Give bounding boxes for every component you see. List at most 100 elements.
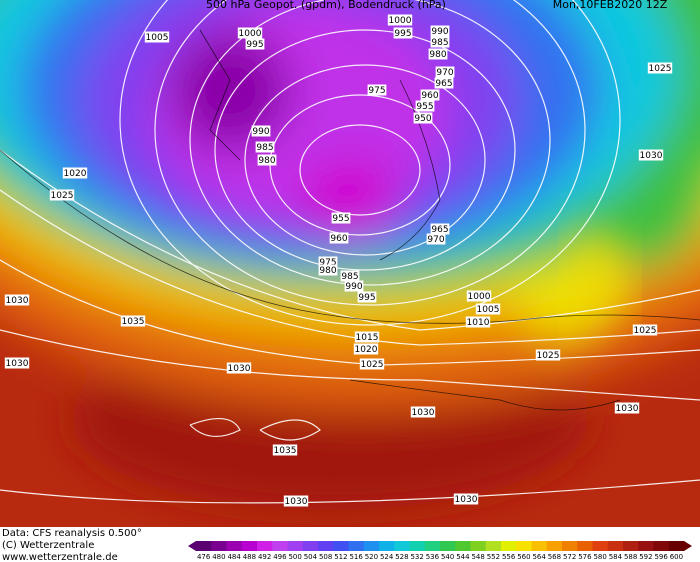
label-bg: [647, 62, 673, 74]
colorbar-label: 552: [487, 553, 500, 561]
colorbar-swatch: [470, 541, 487, 551]
label-bg: [426, 233, 446, 245]
isobar-label: 980: [319, 266, 336, 276]
colorbar-swatch: [272, 541, 288, 551]
colorbar-label: 508: [319, 553, 332, 561]
colorbar-label: 484: [227, 553, 241, 561]
colorbar-swatch: [302, 541, 319, 551]
map-date: Mon,10FEB2020 12Z: [553, 0, 668, 11]
colorbar-swatch: [211, 541, 227, 551]
label-bg: [430, 223, 450, 235]
colorbar-swatch: [562, 541, 578, 551]
colorbar-swatch: [424, 541, 441, 551]
isobar-label: 980: [258, 156, 275, 166]
colorbar-label: 492: [258, 553, 271, 561]
colorbar-label: 476: [197, 553, 211, 561]
label-bg: [535, 349, 561, 361]
label-bg: [329, 232, 349, 244]
label-bg: [367, 84, 387, 96]
label-bg: [415, 100, 435, 112]
colorbar-label: 584: [609, 553, 623, 561]
label-bg: [614, 402, 640, 414]
isobar-label: 1015: [356, 333, 379, 343]
colorbar-swatch: [379, 541, 395, 551]
colorbar-swatch: [241, 541, 258, 551]
label-bg: [331, 212, 351, 224]
isobar-label: 1005: [477, 305, 500, 315]
isobar-label: 1025: [51, 191, 74, 201]
isobar-label: 990: [345, 282, 362, 292]
colorbar-label: 596: [654, 553, 668, 561]
label-bg: [283, 495, 309, 507]
colorbar-label: 512: [334, 553, 347, 561]
label-bg: [318, 264, 338, 276]
colorbar-swatch: [531, 541, 548, 551]
colorbar-end: [684, 541, 692, 551]
colorbar-swatch: [577, 541, 593, 551]
label-bg: [357, 291, 377, 303]
label-bg: [413, 112, 433, 124]
colorbar-label: 568: [548, 553, 561, 561]
isobar-label: 950: [414, 114, 431, 124]
isobar-label: 1035: [122, 317, 145, 327]
label-bg: [410, 406, 436, 418]
colorbar-end: [188, 541, 196, 551]
label-bg: [428, 48, 448, 60]
footer-line: (C) Wetterzentrale: [2, 540, 94, 551]
isobar-label: 1030: [455, 495, 478, 505]
isobar-label: 1030: [6, 296, 29, 306]
isobar-label: 1025: [649, 64, 672, 74]
isobar-label: 990: [252, 127, 269, 137]
colorbar-label: 540: [441, 553, 454, 561]
colorbar-swatch: [363, 541, 380, 551]
colorbar-swatch: [226, 541, 243, 551]
isobar-label: 965: [431, 225, 448, 235]
colorbar-swatch: [409, 541, 426, 551]
label-bg: [62, 167, 88, 179]
colorbar-label: 588: [624, 553, 637, 561]
colorbar-swatch: [546, 541, 563, 551]
colorbar-label: 532: [410, 553, 423, 561]
colorbar-swatch: [333, 541, 349, 551]
isobar-label: 970: [436, 68, 453, 78]
colorbar-label: 536: [426, 553, 440, 561]
isobar-label: 960: [330, 234, 347, 244]
label-bg: [237, 27, 263, 39]
isobar-label: 1030: [640, 151, 663, 161]
colorbar-label: 580: [593, 553, 606, 561]
label-bg: [144, 31, 170, 43]
isobar-label: 955: [332, 214, 349, 224]
colorbar-label: 488: [243, 553, 256, 561]
colorbar-label: 600: [670, 553, 683, 561]
colorbar-label: 520: [365, 553, 378, 561]
colorbar-swatch: [440, 541, 456, 551]
footer-line: www.wetterzentrale.de: [2, 552, 118, 562]
isobar-label: 1030: [6, 359, 29, 369]
isobar-label: 985: [431, 38, 448, 48]
colorbar-label: 564: [532, 553, 546, 561]
label-bg: [387, 14, 413, 26]
isobar-label: 995: [246, 40, 263, 50]
colorbar-label: 556: [502, 553, 516, 561]
map-title: 500 hPa Geopot. (gpdm), Bodendruck (hPa): [206, 0, 446, 11]
isobar-label: 975: [368, 86, 385, 96]
isobar-label: 985: [256, 143, 273, 153]
colorbar-swatch: [318, 541, 334, 551]
colorbar-swatch: [348, 541, 365, 551]
isobar-label: 1030: [228, 364, 251, 374]
colorbar-label: 500: [288, 553, 301, 561]
isobar-label: 995: [358, 293, 375, 303]
isobar-label: 1030: [285, 497, 308, 507]
map-field: [0, 0, 700, 527]
label-bg: [430, 25, 450, 37]
colorbar-swatch: [607, 541, 624, 551]
label-bg: [226, 362, 252, 374]
colorbar-label: 504: [304, 553, 318, 561]
colorbar-swatch: [592, 541, 609, 551]
label-bg: [359, 358, 385, 370]
isobar-label: 1025: [634, 326, 657, 336]
label-bg: [318, 256, 338, 268]
colorbar-label: 524: [380, 553, 394, 561]
label-bg: [465, 316, 491, 328]
isobar-label: 1025: [537, 351, 560, 361]
